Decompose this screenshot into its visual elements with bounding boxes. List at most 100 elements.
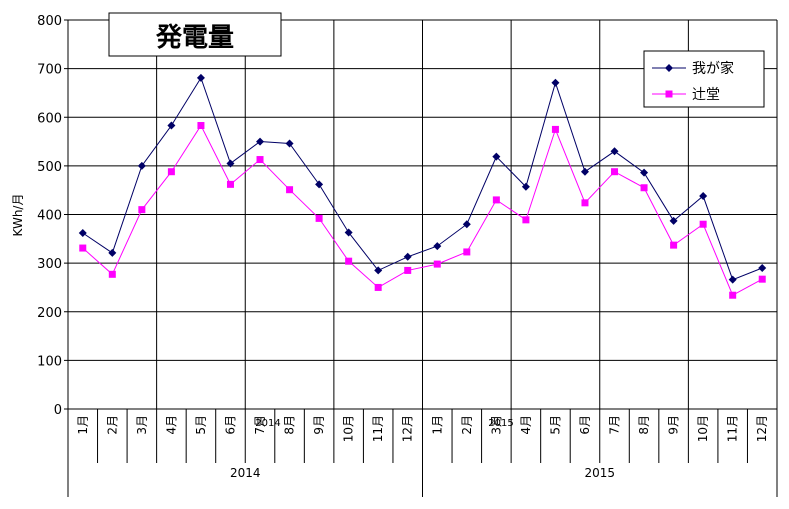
grid [67, 19, 778, 410]
data-point [463, 248, 471, 256]
x-tick-label: 10月 [696, 415, 710, 442]
data-point [137, 161, 146, 170]
x-overlay-label: 2015 [488, 418, 513, 429]
data-point [610, 147, 619, 156]
x-tick-label: 4月 [519, 415, 533, 435]
data-point [374, 266, 383, 275]
data-point [521, 182, 530, 191]
data-point [285, 139, 294, 148]
data-point [551, 125, 559, 133]
data-point [315, 180, 324, 189]
x-group-label: 2015 [584, 466, 615, 480]
x-overlay-label: 2014 [255, 418, 280, 429]
data-point [670, 241, 678, 249]
series-line [82, 124, 763, 296]
y-tick-label: 0 [54, 403, 62, 418]
y-tick-label: 400 [37, 209, 62, 224]
data-point [286, 186, 294, 194]
x-tick-label: 5月 [194, 415, 208, 435]
data-point [699, 220, 707, 228]
data-point [167, 121, 176, 130]
data-point [226, 180, 234, 188]
data-point [522, 216, 530, 224]
data-point [640, 168, 649, 177]
data-point [580, 167, 589, 176]
data-point [345, 257, 353, 265]
y-tick-label: 800 [37, 14, 62, 29]
data-point [492, 152, 501, 161]
data-point [699, 192, 708, 201]
x-tick-label: 10月 [342, 415, 356, 442]
data-point [611, 168, 619, 176]
x-axis: 1月 2月 3月 4月 5月 6月 7月 8月 9月 10月 11月 12月 1月 2月 3月 4月 5月 6月 7… [67, 20, 778, 497]
legend-marker [665, 90, 673, 98]
data-point [433, 260, 441, 268]
data-point [462, 220, 471, 229]
data-point [256, 156, 264, 164]
y-tick-label: 300 [37, 257, 62, 272]
data-point [197, 122, 205, 130]
x-tick-label: 1月 [430, 415, 444, 435]
data-point [640, 184, 648, 192]
data-point [108, 248, 117, 257]
legend-label: 我が家 [692, 60, 734, 77]
data-point [138, 206, 146, 214]
x-tick-label: 2月 [105, 415, 119, 435]
y-tick-label: 500 [37, 160, 62, 175]
legend-marker [665, 64, 673, 72]
x-tick-label: 7月 [253, 415, 267, 435]
data-point [108, 270, 116, 278]
x-tick-label: 3月 [135, 415, 149, 435]
y-tick-label: 600 [37, 111, 62, 126]
data-point [758, 275, 766, 283]
data-point [729, 291, 737, 299]
data-point [404, 266, 412, 274]
x-tick-label: 6月 [578, 415, 592, 435]
legend-label: 辻堂 [692, 87, 720, 103]
y-axis-label: KWh/月 [11, 194, 25, 237]
data-point [344, 228, 353, 237]
data-point [581, 199, 589, 207]
data-point [758, 263, 767, 272]
x-tick-label: 8月 [637, 415, 651, 435]
data-point [728, 275, 737, 284]
data-point [226, 159, 235, 168]
x-tick-label: 2月 [460, 415, 474, 435]
series-line [82, 76, 763, 281]
title-box: 発電量 [108, 12, 282, 57]
x-tick-label: 8月 [283, 415, 297, 435]
x-tick-label: 11月 [371, 415, 385, 442]
data-point [256, 137, 265, 146]
data-point [79, 244, 87, 252]
x-tick-label: 9月 [667, 415, 681, 435]
series-layer [78, 73, 767, 299]
data-point [403, 252, 412, 261]
legend-box [643, 50, 765, 108]
data-point [433, 242, 442, 251]
x-tick-label: 6月 [223, 415, 237, 435]
x-tick-label: 9月 [312, 415, 326, 435]
x-tick-label: 1月 [76, 415, 90, 435]
chart-title: 発電量 [155, 23, 234, 53]
x-group-label: 2014 [230, 466, 261, 480]
data-point [78, 228, 87, 237]
data-point [551, 78, 560, 87]
data-point [492, 196, 500, 204]
y-tick-label: 100 [37, 354, 62, 369]
x-tick-label: 7月 [608, 415, 622, 435]
data-point [669, 216, 678, 225]
y-tick-label: 700 [37, 63, 62, 78]
x-tick-label: 5月 [548, 415, 562, 435]
data-point [196, 73, 205, 82]
data-point [167, 168, 175, 176]
x-tick-label: 11月 [726, 415, 740, 442]
data-point [374, 283, 382, 291]
x-tick-label: 12月 [401, 415, 415, 442]
y-tick-label: 200 [37, 306, 62, 321]
x-tick-label: 3月 [489, 415, 503, 435]
x-tick-label: 4月 [164, 415, 178, 435]
x-tick-label: 12月 [755, 415, 769, 442]
data-point [315, 214, 323, 222]
